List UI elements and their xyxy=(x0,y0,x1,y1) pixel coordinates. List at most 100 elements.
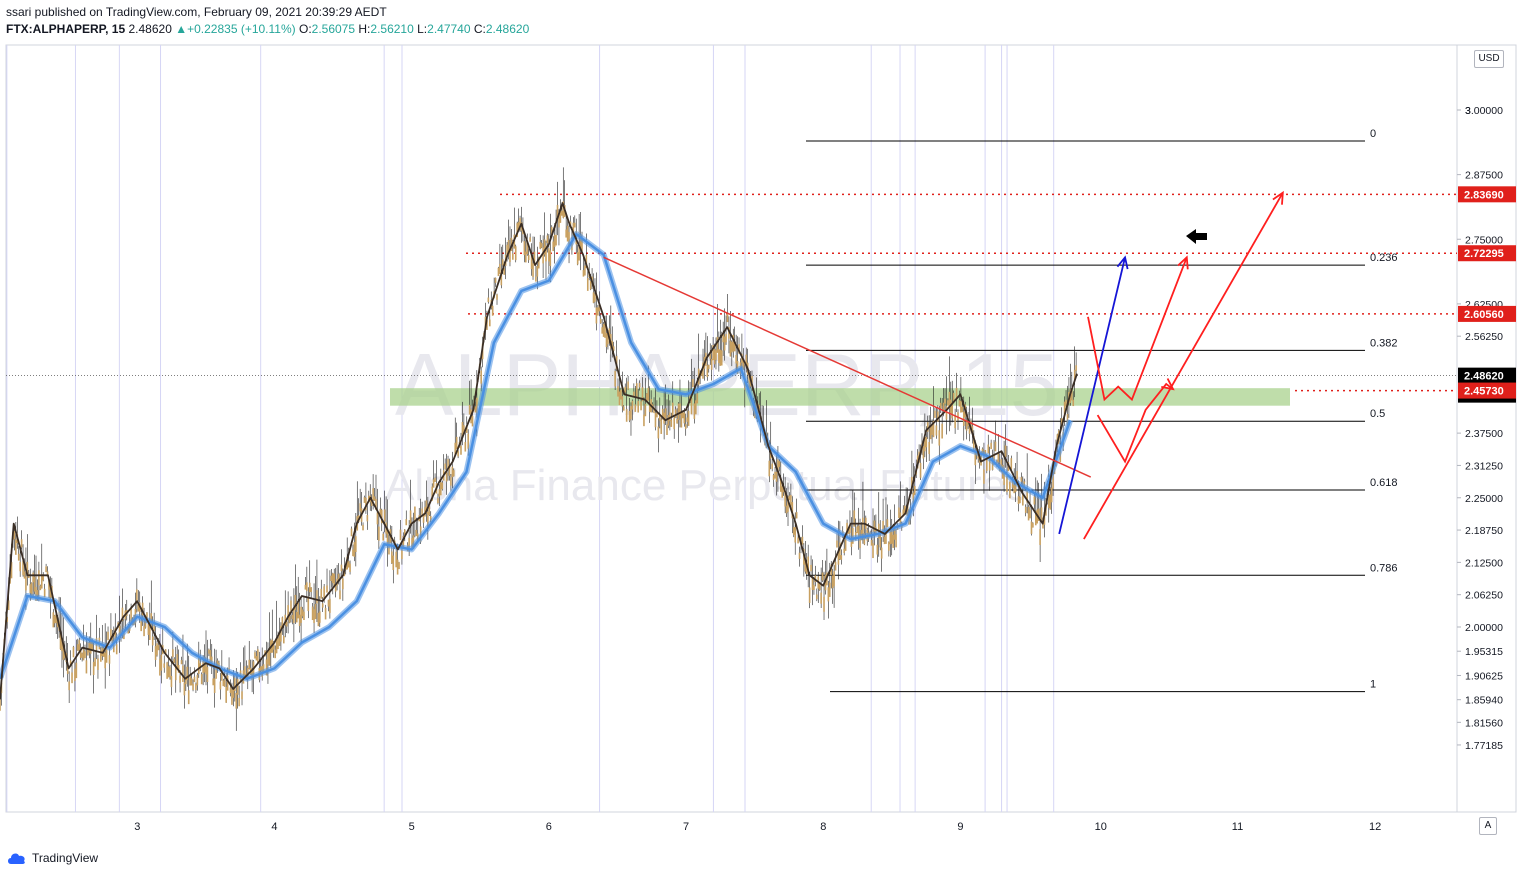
candle-body xyxy=(677,403,680,420)
candle-body xyxy=(432,479,435,488)
candle-body xyxy=(500,273,503,286)
candle-body xyxy=(455,436,458,449)
candle-body xyxy=(496,294,498,300)
candle-body xyxy=(599,318,602,324)
candle-body xyxy=(366,514,369,522)
candle-body xyxy=(195,683,197,691)
candle-body xyxy=(97,658,99,670)
candle-body xyxy=(254,652,256,659)
currency-button[interactable]: USD xyxy=(1474,50,1504,68)
candle-body xyxy=(537,257,540,269)
candle-body xyxy=(337,573,340,580)
candle-body xyxy=(372,488,374,501)
projection-arrowhead xyxy=(1177,255,1189,270)
candle-body xyxy=(1016,470,1018,479)
candle-body xyxy=(941,423,943,439)
candle-body xyxy=(542,247,544,264)
candle-body xyxy=(631,400,634,410)
candle-body xyxy=(386,528,389,544)
low-value: 2.47740 xyxy=(427,22,471,36)
candle-body xyxy=(0,699,1,711)
candle-body xyxy=(36,590,39,597)
candle-body xyxy=(888,542,890,551)
auto-scale-button[interactable]: A xyxy=(1479,817,1497,835)
candle-body xyxy=(778,461,781,467)
candle-body xyxy=(321,603,324,608)
candle-body xyxy=(696,393,699,404)
candle-body xyxy=(208,649,210,654)
candle-body xyxy=(451,466,454,478)
candle-body xyxy=(190,678,193,686)
candle-body xyxy=(679,403,681,415)
candle-body xyxy=(193,676,196,683)
candle-body xyxy=(262,664,265,672)
candle-body xyxy=(880,547,883,559)
candle-body xyxy=(352,549,354,557)
candle-body xyxy=(64,653,66,659)
candle-body xyxy=(807,556,809,572)
candle-body xyxy=(523,241,526,256)
candle-body xyxy=(641,387,644,402)
candle-body xyxy=(200,674,203,685)
candle-body xyxy=(828,582,831,597)
candle-body xyxy=(944,398,946,404)
candle-body xyxy=(1042,523,1044,529)
candle-body xyxy=(607,333,609,345)
candle-body xyxy=(794,527,797,543)
candle-body xyxy=(601,327,603,334)
candle-body xyxy=(614,370,616,387)
candle-body xyxy=(290,600,292,613)
candle-body xyxy=(987,444,990,454)
candle-body xyxy=(611,340,614,349)
candle-body xyxy=(232,688,235,698)
candle-body xyxy=(602,323,605,337)
candle-body xyxy=(804,561,807,572)
candle-body xyxy=(771,463,773,469)
candle-body xyxy=(525,251,527,263)
candle-body xyxy=(983,469,985,484)
candle-body xyxy=(304,584,307,590)
price-axis-label: 1.95315 xyxy=(1465,646,1503,658)
candle-body xyxy=(160,654,163,671)
candle-body xyxy=(447,459,449,468)
candle-body xyxy=(630,406,632,420)
candle-body xyxy=(939,402,942,409)
candle-body xyxy=(775,471,778,482)
candle-body xyxy=(889,527,892,545)
candle-body xyxy=(618,391,621,406)
tradingview-logo[interactable]: TradingView xyxy=(6,850,98,866)
price-badge xyxy=(1458,245,1516,262)
candle-body xyxy=(275,637,278,654)
candle-body xyxy=(303,611,305,621)
candle-body xyxy=(1004,445,1007,458)
candle-body xyxy=(925,436,928,448)
candle-body xyxy=(23,571,26,579)
candle-body xyxy=(638,383,641,388)
projection-arrowhead xyxy=(1161,378,1175,391)
candle-body xyxy=(582,270,585,277)
candle-body xyxy=(628,411,631,421)
candle-body xyxy=(945,406,948,420)
candle-body xyxy=(463,425,465,434)
candle-body xyxy=(169,667,171,678)
logo-text: TradingView xyxy=(32,851,99,865)
candle-body xyxy=(684,424,687,429)
candle-body xyxy=(1019,497,1021,504)
price-badge xyxy=(1458,382,1516,399)
candle-body xyxy=(75,662,78,679)
candle-body xyxy=(163,663,166,668)
candle-body xyxy=(565,229,567,238)
candle-body xyxy=(189,675,191,686)
candle-body xyxy=(71,672,73,684)
candle-body xyxy=(40,574,43,589)
candle-body xyxy=(267,651,269,665)
candle-body xyxy=(1047,494,1050,509)
symbol-name[interactable]: FTX:ALPHAPERP, 15 xyxy=(6,22,126,36)
candle-body xyxy=(225,686,227,703)
candle-body xyxy=(922,445,925,459)
candle-body xyxy=(751,375,753,383)
candle-body xyxy=(176,654,178,670)
candle-body xyxy=(932,420,935,438)
candle-body xyxy=(597,307,599,316)
